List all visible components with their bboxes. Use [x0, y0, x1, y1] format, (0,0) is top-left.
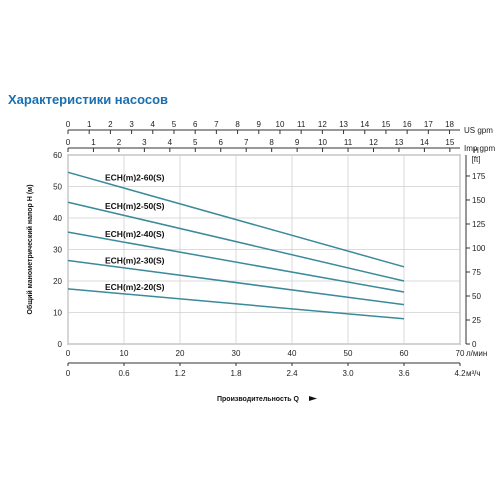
- imp-gpm-tick-label: 8: [269, 138, 274, 147]
- us-gpm-tick-label: 3: [129, 120, 134, 129]
- us-gpm-tick-label: 9: [257, 120, 262, 129]
- ft-axis-unit: [ft]: [472, 155, 481, 164]
- series-line: [67, 171, 405, 268]
- lmin-tick-label: 50: [344, 349, 353, 358]
- imp-gpm-tick-label: 13: [394, 138, 403, 147]
- lmin-unit-label: л/мин: [466, 349, 487, 358]
- m3h-tick-label: 3.0: [342, 369, 354, 378]
- lmin-tick-label: 60: [400, 349, 409, 358]
- m3h-tick-label: 4.2: [454, 369, 466, 378]
- ft-tick-label: 150: [472, 196, 486, 205]
- series-label: ECH(m)2-50(S): [105, 201, 165, 211]
- ft-tick-label: 75: [472, 268, 481, 277]
- us-gpm-tick-label: 1: [87, 120, 92, 129]
- m3h-tick-label: 0: [66, 369, 71, 378]
- lmin-tick-label: 10: [120, 349, 129, 358]
- y-tick-label: 50: [53, 183, 62, 192]
- us-gpm-tick-label: 2: [108, 120, 113, 129]
- imp-gpm-tick-label: 14: [420, 138, 429, 147]
- imp-gpm-tick-label: 15: [445, 138, 454, 147]
- imp-gpm-tick-label: 10: [318, 138, 327, 147]
- series-line: [67, 231, 405, 293]
- m3h-tick-label: 3.6: [398, 369, 410, 378]
- us-gpm-tick-label: 10: [276, 120, 285, 129]
- us-gpm-unit-label: US gpm: [464, 126, 493, 135]
- imp-gpm-tick-label: 1: [91, 138, 96, 147]
- us-gpm-tick-label: 17: [424, 120, 433, 129]
- imp-gpm-tick-label: 11: [344, 138, 353, 147]
- series-line: [67, 259, 405, 306]
- imp-gpm-tick-label: 2: [117, 138, 122, 147]
- us-gpm-tick-label: 12: [318, 120, 327, 129]
- imp-gpm-tick-label: 5: [193, 138, 198, 147]
- us-gpm-tick-label: 13: [339, 120, 348, 129]
- us-gpm-tick-label: 4: [151, 120, 156, 129]
- series-label: ECH(m)2-20(S): [105, 282, 165, 292]
- ft-tick-label: 25: [472, 316, 481, 325]
- bottom-axes: 0 10 20 30 40 50 60 70 л/мин 0 0.6 1.2 1.8 2.4 3.0 3.6 4…: [66, 349, 488, 403]
- y-tick-label: 20: [53, 277, 62, 286]
- ft-tick-label: 0: [472, 340, 477, 349]
- x-axis-title: Производительность Q: [217, 396, 300, 403]
- m3h-tick-label: 0.6: [118, 369, 130, 378]
- us-gpm-tick-label: 16: [403, 120, 412, 129]
- us-gpm-tick-label: 11: [297, 120, 306, 129]
- ft-tick-label: 100: [472, 244, 486, 253]
- ft-tick-label: 50: [472, 292, 481, 301]
- series-lines: ECH(m)2-60(S) ECH(m)2-50(S) ECH(m)2-40(S) E…: [67, 171, 405, 320]
- y-tick-label: 30: [53, 246, 62, 255]
- us-gpm-tick-label: 14: [360, 120, 369, 129]
- us-gpm-tick-label: 15: [381, 120, 390, 129]
- us-gpm-tick-label: 6: [193, 120, 198, 129]
- imp-gpm-tick-label: 9: [295, 138, 300, 147]
- x-axis-arrow-icon: [309, 396, 317, 401]
- m3h-unit-label: м³/ч: [466, 369, 481, 378]
- us-gpm-tick-label: 7: [214, 120, 219, 129]
- imp-gpm-tick-label: 0: [66, 138, 71, 147]
- left-axis: 0 10 20 30 40 50 60 Общий манометрический напор…: [26, 151, 63, 349]
- y-axis-title: Общий манометрический напор H (м): [26, 184, 34, 314]
- ft-axis-name: H: [473, 146, 479, 155]
- lmin-tick-label: 0: [66, 349, 71, 358]
- series-label: ECH(m)2-30(S): [105, 255, 165, 265]
- series-line: [67, 201, 405, 282]
- m3h-tick-label: 1.8: [230, 369, 242, 378]
- series-line: [67, 288, 405, 320]
- lmin-tick-label: 30: [232, 349, 241, 358]
- imp-gpm-tick-label: 7: [244, 138, 249, 147]
- imp-gpm-tick-label: 12: [369, 138, 378, 147]
- imp-gpm-tick-label: 3: [142, 138, 147, 147]
- us-gpm-tick-label: 18: [445, 120, 454, 129]
- m3h-tick-label: 2.4: [286, 369, 298, 378]
- imp-gpm-tick-label: 6: [219, 138, 224, 147]
- lmin-tick-label: 40: [288, 349, 297, 358]
- us-gpm-tick-label: 5: [172, 120, 177, 129]
- series-label: ECH(m)2-40(S): [105, 229, 165, 239]
- ft-tick-label: 125: [472, 220, 486, 229]
- y-tick-label: 40: [53, 214, 62, 223]
- imp-gpm-unit-label: Imp gpm: [464, 144, 495, 153]
- lmin-tick-label: 70: [456, 349, 465, 358]
- ft-tick-label: 175: [472, 172, 486, 181]
- imp-gpm-tick-label: 4: [168, 138, 173, 147]
- lmin-tick-label: 20: [176, 349, 185, 358]
- y-tick-label: 10: [53, 309, 62, 318]
- y-tick-label: 0: [58, 340, 63, 349]
- page-title: Характеристики насосов: [8, 92, 169, 107]
- us-gpm-tick-label: 0: [66, 120, 71, 129]
- m3h-tick-label: 1.2: [174, 369, 186, 378]
- series-label: ECH(m)2-60(S): [105, 173, 165, 183]
- y-tick-label: 60: [53, 151, 62, 160]
- us-gpm-tick-label: 8: [235, 120, 240, 129]
- right-axis: 0 25 50 75 100 125 150 175 H[ft]: [465, 146, 486, 349]
